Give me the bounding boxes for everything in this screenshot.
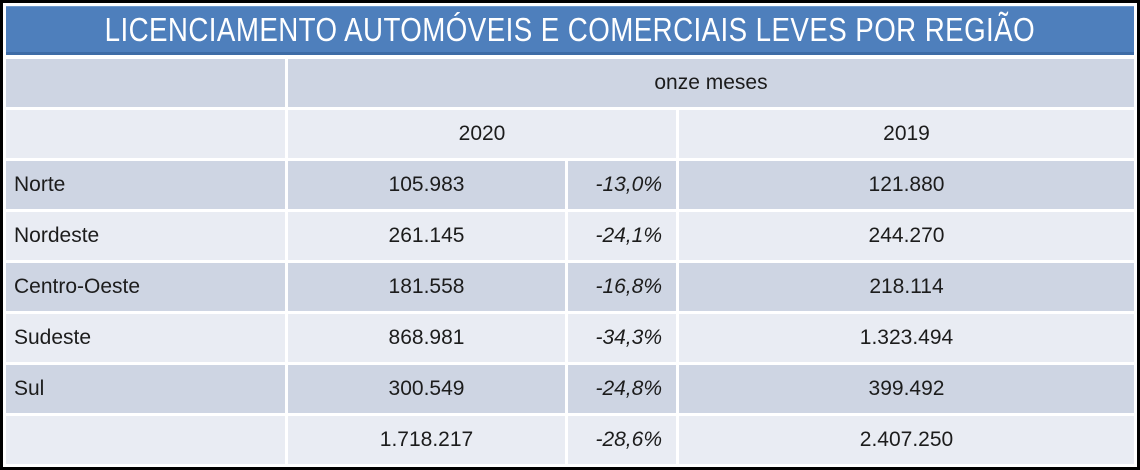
value-2019: 1.323.494: [679, 314, 1134, 362]
year-header-2019: 2019: [679, 110, 1134, 158]
pct-change: -24,1%: [568, 212, 676, 260]
empty-header-cell: [6, 110, 285, 158]
period-header: onze meses: [288, 59, 1134, 107]
pct-change: -24,8%: [568, 365, 676, 413]
value-2019: 121.880: [679, 161, 1134, 209]
value-2020: 868.981: [288, 314, 565, 362]
total-value-2019: 2.407.250: [679, 416, 1134, 464]
total-pct-change: -28,6%: [568, 416, 676, 464]
title-bar: LICENCIAMENTO AUTOMÓVEIS E COMERCIAIS LE…: [6, 6, 1134, 55]
pct-change: -13,0%: [568, 161, 676, 209]
total-label-cell: [6, 416, 285, 464]
region-name: Nordeste: [6, 212, 285, 260]
pct-change: -16,8%: [568, 263, 676, 311]
value-2019: 218.114: [679, 263, 1134, 311]
value-2020: 261.145: [288, 212, 565, 260]
value-2019: 399.492: [679, 365, 1134, 413]
total-value-2020: 1.718.217: [288, 416, 565, 464]
corner-cell: [6, 59, 285, 107]
pct-change: -34,3%: [568, 314, 676, 362]
region-name: Sudeste: [6, 314, 285, 362]
region-licensing-table: onze meses 2020 2019 Norte 105.983 -13,0…: [6, 59, 1134, 464]
region-name: Norte: [6, 161, 285, 209]
value-2020: 181.558: [288, 263, 565, 311]
region-name: Centro-Oeste: [6, 263, 285, 311]
page-title: LICENCIAMENTO AUTOMÓVEIS E COMERCIAIS LE…: [104, 10, 1036, 48]
value-2020: 300.549: [288, 365, 565, 413]
value-2019: 244.270: [679, 212, 1134, 260]
region-name: Sul: [6, 365, 285, 413]
year-header-2020: 2020: [288, 110, 676, 158]
value-2020: 105.983: [288, 161, 565, 209]
